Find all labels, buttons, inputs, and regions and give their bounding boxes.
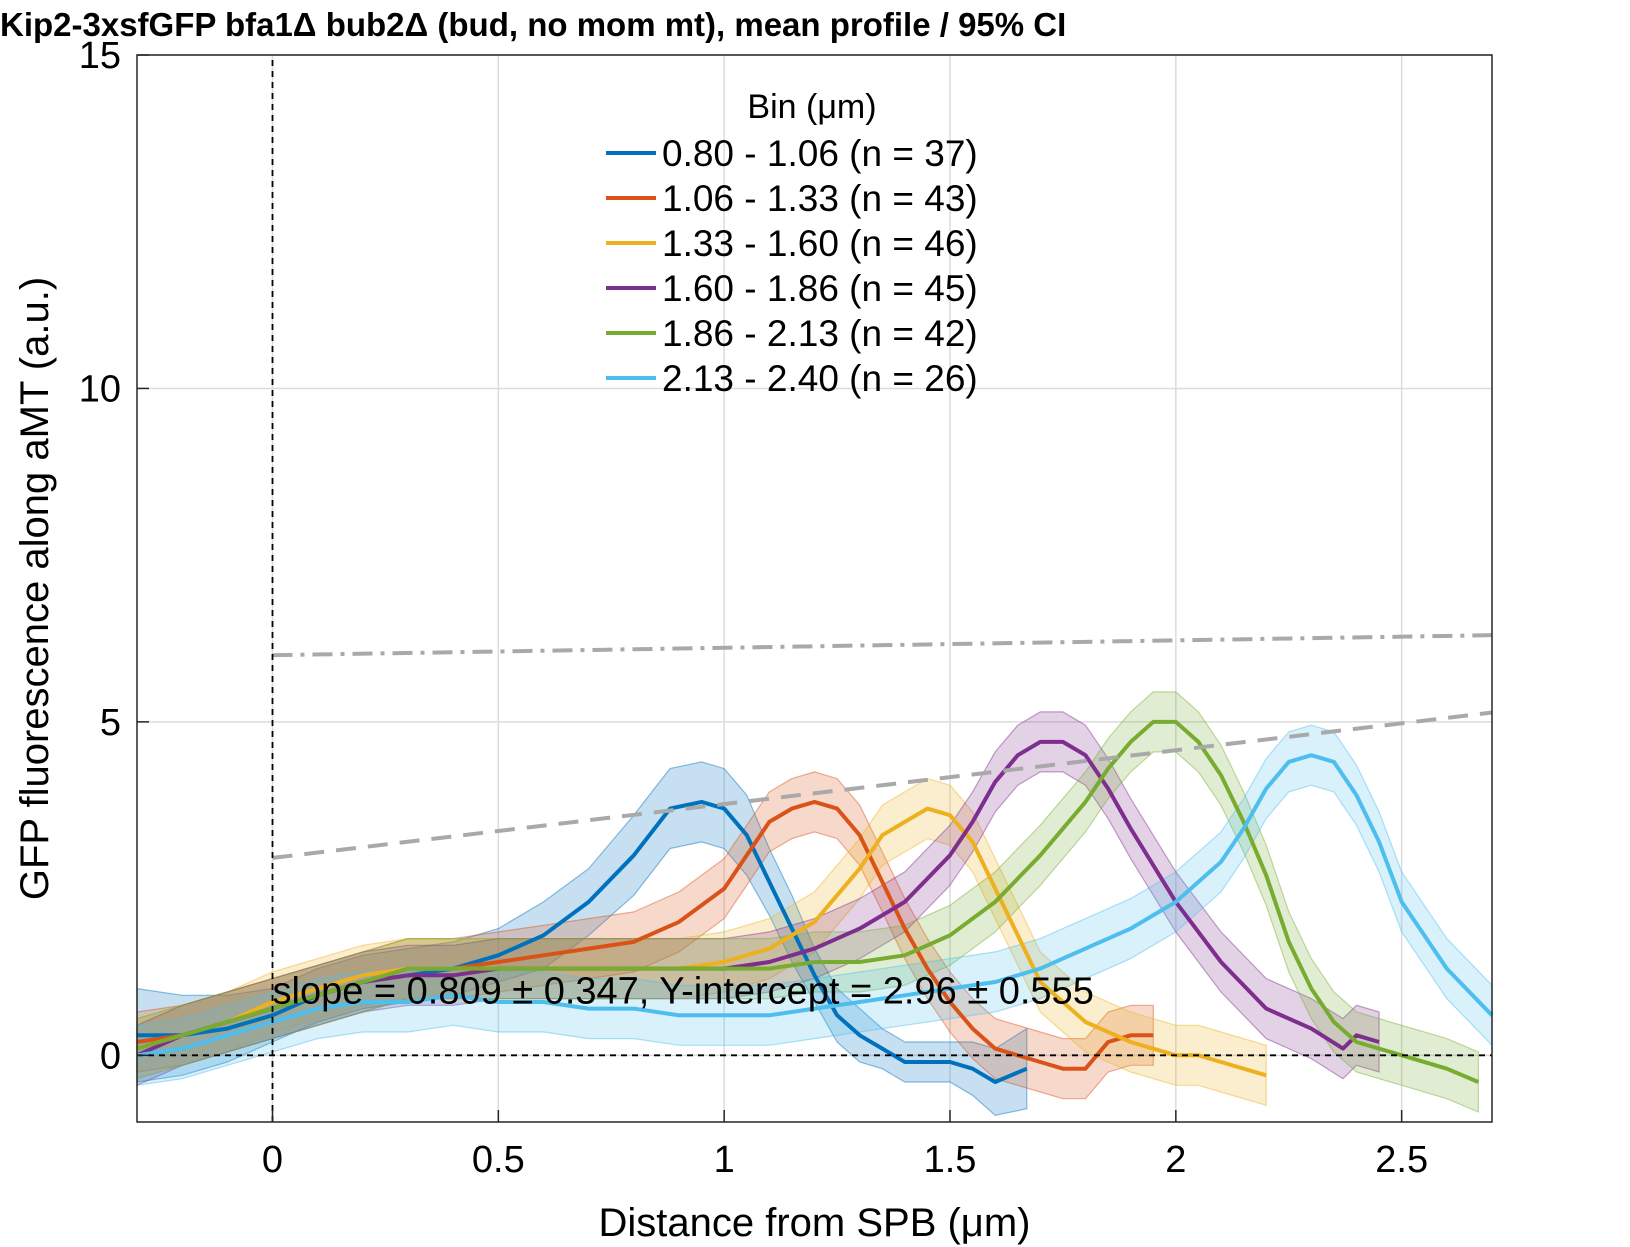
ticks: 0 0.5 1 1.5 2 2.5 0 5 10 15 xyxy=(79,35,1428,1181)
ci-band-5 xyxy=(136,691,1480,1113)
legend-entry: 2.13 - 2.40 (n = 26) xyxy=(662,358,978,399)
x-tick-label: 0.5 xyxy=(472,1139,525,1181)
legend-entry: 1.86 - 2.13 (n = 42) xyxy=(662,313,978,354)
series-layer xyxy=(136,691,1494,1116)
x-tick-label: 1.5 xyxy=(924,1139,977,1181)
series-line-3 xyxy=(136,806,1267,1078)
legend: Bin (μm) 0.80 - 1.06 (n = 37)1.06 - 1.33 … xyxy=(606,88,978,399)
x-tick-label: 0 xyxy=(262,1139,283,1181)
y-axis-label: GFP fluorescence along aMT (a.u.) xyxy=(13,277,57,900)
legend-entry: 1.60 - 1.86 (n = 45) xyxy=(662,268,978,309)
series-line-4 xyxy=(136,739,1380,1058)
y-tick-label: 10 xyxy=(79,368,121,410)
fit-annotation: slope = 0.809 ± 0.347, Y-intercept = 2.9… xyxy=(273,970,1094,1012)
mean-lines xyxy=(136,719,1494,1084)
y-tick-label: 5 xyxy=(100,702,121,744)
ci-band-1 xyxy=(136,761,1028,1116)
legend-entry: 0.80 - 1.06 (n = 37) xyxy=(662,133,978,174)
reference-lines xyxy=(137,55,1493,1122)
series-line-5 xyxy=(136,719,1480,1084)
legend-entry: 1.33 - 1.60 (n = 46) xyxy=(662,223,978,264)
x-tick-label: 2.5 xyxy=(1375,1139,1428,1181)
legend-entry: 1.06 - 1.33 (n = 43) xyxy=(662,178,978,219)
ci-band-3 xyxy=(136,777,1267,1107)
reference-line-dashdot-gray xyxy=(272,633,1493,658)
x-tick-label: 1 xyxy=(714,1139,735,1181)
axes-frame xyxy=(136,54,1493,1123)
chart-title: Kip2-3xsfGFP bfa1Δ bub2Δ (bud, no mom mt… xyxy=(0,6,1066,43)
legend-title: Bin (μm) xyxy=(747,88,876,126)
y-tick-label: 0 xyxy=(100,1035,121,1077)
series-line-6 xyxy=(136,753,1494,1058)
x-axis-label: Distance from SPB (μm) xyxy=(598,1201,1030,1245)
ci-band-4 xyxy=(136,711,1380,1087)
y-tick-label: 15 xyxy=(79,35,121,77)
ci-bands xyxy=(136,691,1493,1116)
reference-line-dashed-gray xyxy=(272,710,1493,860)
x-tick-label: 2 xyxy=(1165,1139,1186,1181)
